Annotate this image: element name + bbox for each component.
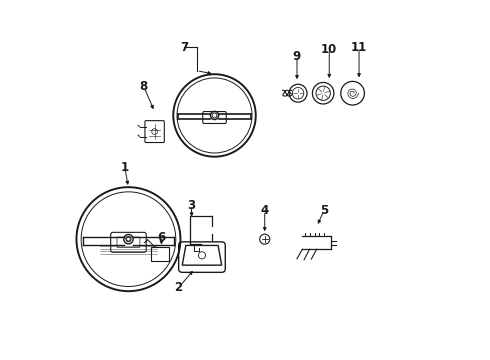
Text: 8: 8 <box>140 80 148 93</box>
Text: 6: 6 <box>157 231 166 244</box>
Text: 1: 1 <box>121 161 129 174</box>
Text: 5: 5 <box>320 204 328 217</box>
Text: 7: 7 <box>180 41 188 54</box>
Text: 9: 9 <box>293 50 301 63</box>
Text: 10: 10 <box>321 42 338 55</box>
Text: 3: 3 <box>187 199 196 212</box>
Bar <box>151 247 170 261</box>
Text: 2: 2 <box>174 281 183 294</box>
Text: 4: 4 <box>261 204 269 217</box>
Text: 11: 11 <box>351 41 367 54</box>
